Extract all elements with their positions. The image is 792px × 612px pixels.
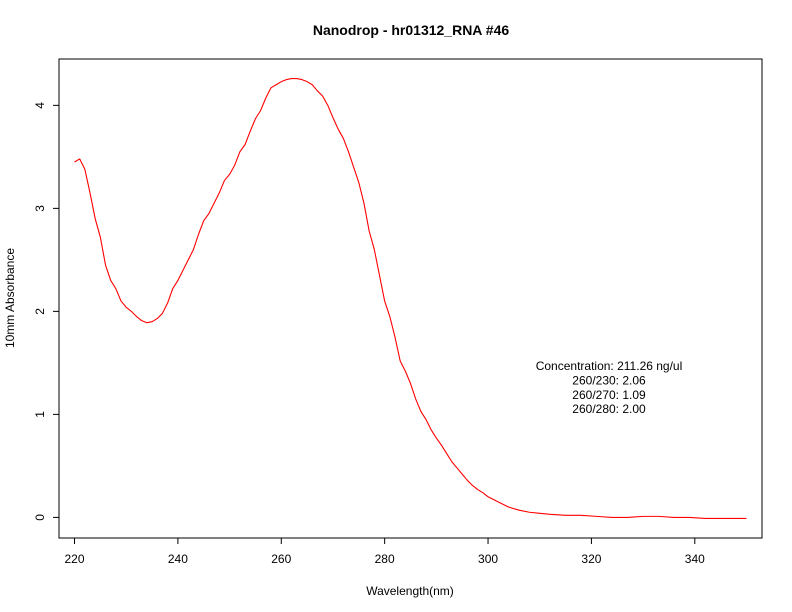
annotation-line: 260/270: 1.09 — [572, 388, 646, 402]
annotation-line: Concentration: 211.26 ng/ul — [536, 359, 683, 373]
series-layer — [74, 78, 747, 519]
x-axis: 220 240 260 280 300 320 340 — [64, 538, 705, 566]
y-axis: 0 1 2 3 4 — [33, 102, 59, 521]
x-axis-label: Wavelength(nm) — [366, 584, 454, 598]
y-tick-label: 1 — [33, 411, 47, 418]
y-tick-label: 0 — [33, 514, 47, 521]
y-tick-label: 2 — [33, 308, 47, 315]
x-tick-label: 300 — [478, 552, 498, 566]
absorbance-line — [74, 78, 747, 519]
x-tick-label: 240 — [168, 552, 188, 566]
x-tick-label: 320 — [581, 552, 601, 566]
chart-title: Nanodrop - hr01312_RNA #46 — [313, 22, 510, 38]
y-tick-label: 3 — [33, 205, 47, 212]
x-tick-label: 280 — [375, 552, 395, 566]
y-tick-label: 4 — [33, 102, 47, 109]
x-tick-label: 260 — [271, 552, 291, 566]
plot-frame — [58, 58, 763, 539]
annotation-line: 260/280: 2.00 — [572, 402, 646, 416]
x-tick-label: 340 — [685, 552, 705, 566]
y-axis-label: 10mm Absorbance — [3, 248, 17, 348]
x-tick-label: 220 — [64, 552, 84, 566]
annotation-line: 260/230: 2.06 — [572, 373, 646, 387]
